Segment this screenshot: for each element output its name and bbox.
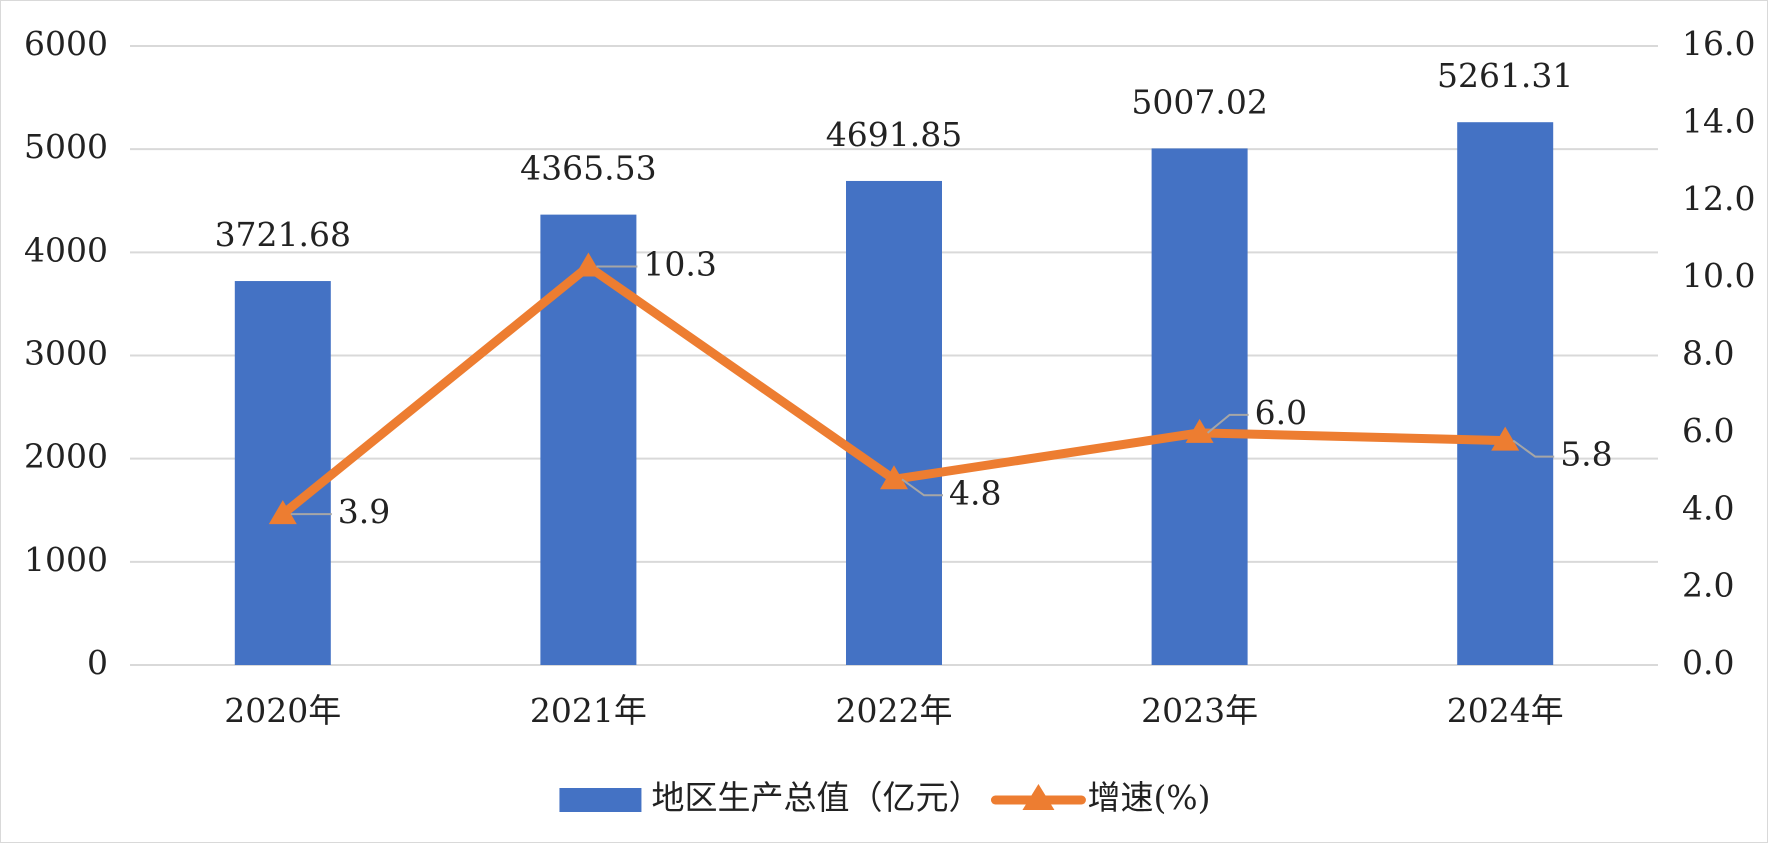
y2-tick-label: 16.0 (1682, 24, 1755, 63)
legend-label: 地区生产总值（亿元） (651, 778, 981, 817)
bar-value-label: 4365.53 (520, 149, 656, 188)
line-marker (574, 252, 603, 277)
line-value-label: 3.9 (338, 492, 390, 531)
y-tick-label: 5000 (24, 127, 108, 166)
y2-tick-label: 8.0 (1682, 334, 1734, 373)
line-value-label: 5.8 (1560, 435, 1612, 474)
leader-line (901, 478, 943, 497)
line-value-label: 6.0 (1255, 393, 1307, 432)
x-tick-label: 2024年 (1447, 691, 1564, 730)
x-tick-label: 2022年 (836, 691, 953, 730)
bar (540, 214, 637, 666)
bar-value-label: 4691.85 (826, 115, 962, 154)
line-marker (880, 465, 908, 490)
bar-value-label: 5007.02 (1131, 82, 1267, 121)
x-tick-label: 2023年 (1141, 691, 1258, 730)
y-tick-label: 6000 (24, 24, 108, 63)
bar-value-label: 5261.31 (1437, 56, 1573, 95)
leader-line (1512, 439, 1555, 458)
y2-tick-label: 10.0 (1682, 256, 1755, 295)
bar (846, 180, 942, 666)
bar (1457, 122, 1554, 665)
y-tick-label: 1000 (24, 540, 108, 579)
bar (1151, 148, 1248, 665)
y2-tick-label: 14.0 (1682, 101, 1755, 140)
y-tick-label: 3000 (24, 334, 108, 373)
y2-tick-label: 0.0 (1682, 643, 1734, 682)
line-marker (1491, 426, 1520, 451)
bar-value-label: 3721.68 (215, 215, 351, 254)
y2-tick-label: 4.0 (1682, 488, 1734, 527)
line-value-label: 4.8 (949, 473, 1001, 512)
line-value-label: 10.3 (643, 245, 716, 284)
x-tick-label: 2020年 (224, 691, 341, 730)
y-tick-label: 2000 (24, 437, 108, 476)
x-tick-label: 2021年 (530, 691, 647, 730)
leader-line (1206, 413, 1249, 434)
y2-tick-label: 2.0 (1682, 566, 1734, 605)
y-tick-label: 0 (87, 643, 108, 682)
legend-marker (1022, 784, 1055, 810)
line-marker (1185, 418, 1214, 443)
legend-swatch (559, 788, 642, 812)
y-tick-label: 4000 (24, 230, 108, 269)
bar (234, 281, 331, 665)
legend-label: 增速(%) (1087, 778, 1210, 817)
y2-tick-label: 12.0 (1682, 179, 1755, 218)
y2-tick-label: 6.0 (1682, 411, 1734, 450)
line-marker (268, 500, 297, 525)
